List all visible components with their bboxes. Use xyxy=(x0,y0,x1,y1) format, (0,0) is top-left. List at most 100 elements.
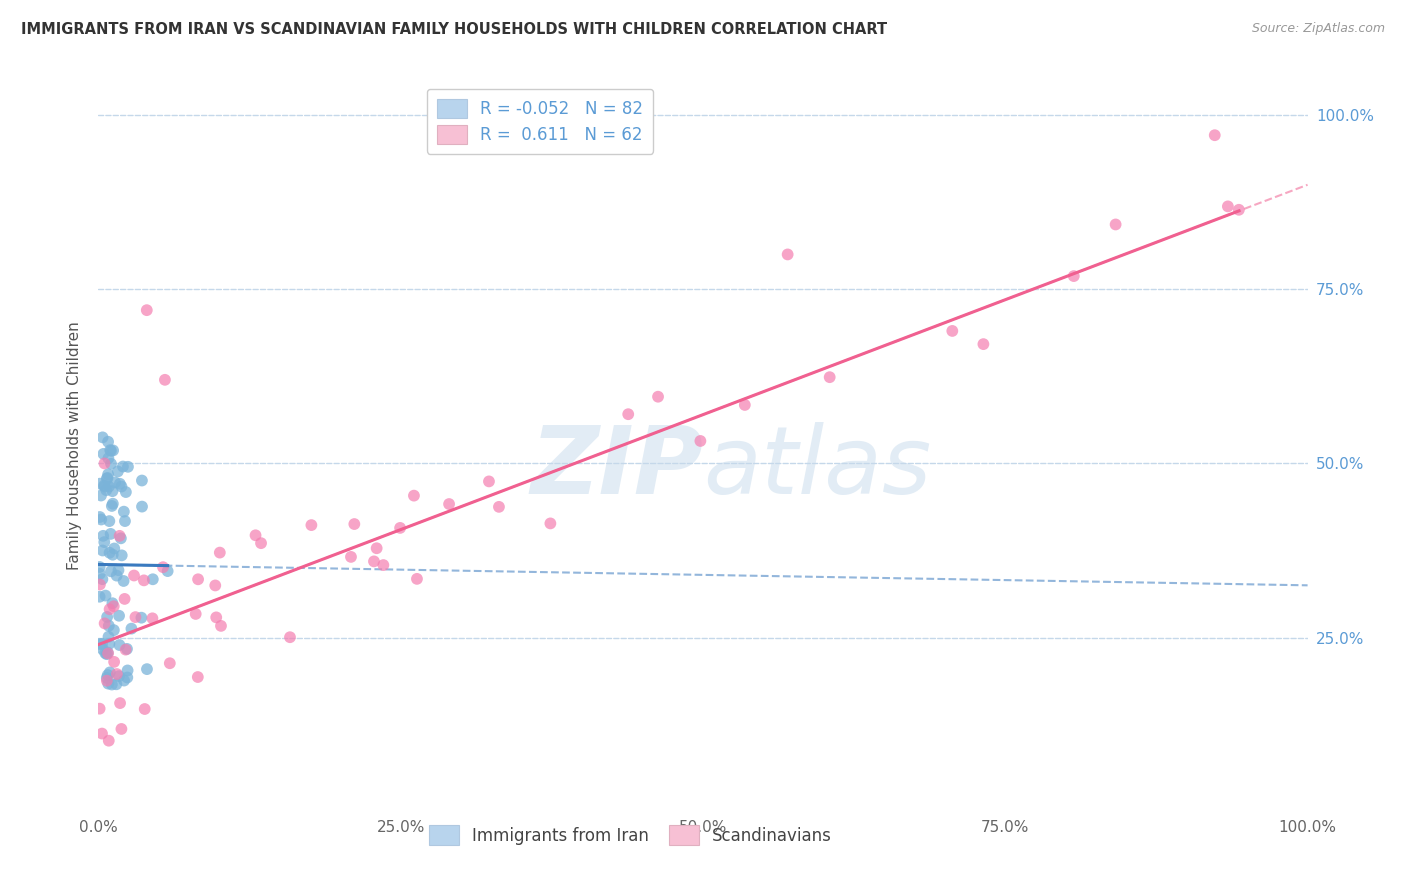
Point xyxy=(103,541,125,556)
Point xyxy=(105,677,128,691)
Point xyxy=(96,471,118,485)
Point xyxy=(1063,269,1085,284)
Point xyxy=(245,528,267,542)
Point xyxy=(100,527,122,541)
Point xyxy=(97,479,120,493)
Point xyxy=(110,722,132,736)
Point xyxy=(617,407,640,421)
Point xyxy=(1204,128,1226,143)
Point xyxy=(142,572,165,586)
Point xyxy=(98,546,121,560)
Point xyxy=(117,664,139,678)
Point xyxy=(91,529,114,543)
Point xyxy=(132,574,155,588)
Point xyxy=(104,475,127,490)
Point xyxy=(366,541,388,556)
Point xyxy=(107,563,129,577)
Point xyxy=(111,459,134,474)
Legend: Immigrants from Iran, Scandinavians: Immigrants from Iran, Scandinavians xyxy=(419,815,842,855)
Point xyxy=(1216,199,1239,213)
Point xyxy=(97,434,120,449)
Point xyxy=(89,590,111,604)
Point xyxy=(124,610,146,624)
Point xyxy=(96,647,118,661)
Point xyxy=(97,668,120,682)
Point xyxy=(122,568,145,582)
Point xyxy=(101,499,124,513)
Point xyxy=(97,647,120,661)
Point xyxy=(97,646,120,660)
Point xyxy=(689,434,711,448)
Text: Source: ZipAtlas.com: Source: ZipAtlas.com xyxy=(1251,22,1385,36)
Point xyxy=(97,676,120,690)
Point xyxy=(114,642,136,657)
Point xyxy=(100,443,122,458)
Point xyxy=(90,512,112,526)
Point xyxy=(278,630,301,644)
Point xyxy=(93,447,115,461)
Point xyxy=(184,607,207,621)
Point xyxy=(187,572,209,586)
Point xyxy=(120,622,142,636)
Point xyxy=(152,560,174,574)
Point xyxy=(110,479,132,493)
Point xyxy=(373,558,395,572)
Point xyxy=(1104,218,1126,232)
Point xyxy=(406,572,429,586)
Point xyxy=(97,618,120,632)
Point xyxy=(110,531,132,545)
Point xyxy=(91,430,114,444)
Point xyxy=(103,655,125,669)
Point xyxy=(101,548,124,562)
Point xyxy=(340,549,363,564)
Point xyxy=(250,536,273,550)
Point xyxy=(156,564,179,578)
Point xyxy=(343,516,366,531)
Point xyxy=(108,696,131,710)
Point xyxy=(1227,202,1250,217)
Point xyxy=(131,474,153,488)
Point xyxy=(89,476,111,491)
Point xyxy=(94,589,117,603)
Point xyxy=(98,443,121,458)
Point xyxy=(100,457,122,471)
Point xyxy=(299,518,322,533)
Point xyxy=(97,733,120,747)
Point xyxy=(117,459,139,474)
Point xyxy=(101,677,124,691)
Point xyxy=(93,616,115,631)
Point xyxy=(115,485,138,500)
Point xyxy=(112,574,135,588)
Point xyxy=(402,489,425,503)
Point xyxy=(153,373,176,387)
Point xyxy=(91,637,114,651)
Point xyxy=(101,443,124,458)
Point xyxy=(389,521,412,535)
Point xyxy=(93,535,115,549)
Point xyxy=(98,665,121,680)
Point xyxy=(91,572,114,586)
Point xyxy=(208,546,231,560)
Point xyxy=(97,451,120,466)
Point xyxy=(108,529,131,543)
Point xyxy=(108,669,131,683)
Point xyxy=(131,500,153,514)
Point xyxy=(101,497,124,511)
Point xyxy=(91,726,114,740)
Point xyxy=(98,637,121,651)
Point xyxy=(91,642,114,657)
Point xyxy=(141,611,163,625)
Point xyxy=(538,516,561,531)
Point xyxy=(488,500,510,514)
Point xyxy=(363,554,385,568)
Point xyxy=(734,398,756,412)
Point xyxy=(93,478,115,492)
Point xyxy=(135,303,157,318)
Point xyxy=(776,247,799,261)
Point xyxy=(114,591,136,606)
Point xyxy=(209,619,232,633)
Point xyxy=(96,673,118,688)
Point xyxy=(117,671,139,685)
Point xyxy=(114,514,136,528)
Point xyxy=(647,390,669,404)
